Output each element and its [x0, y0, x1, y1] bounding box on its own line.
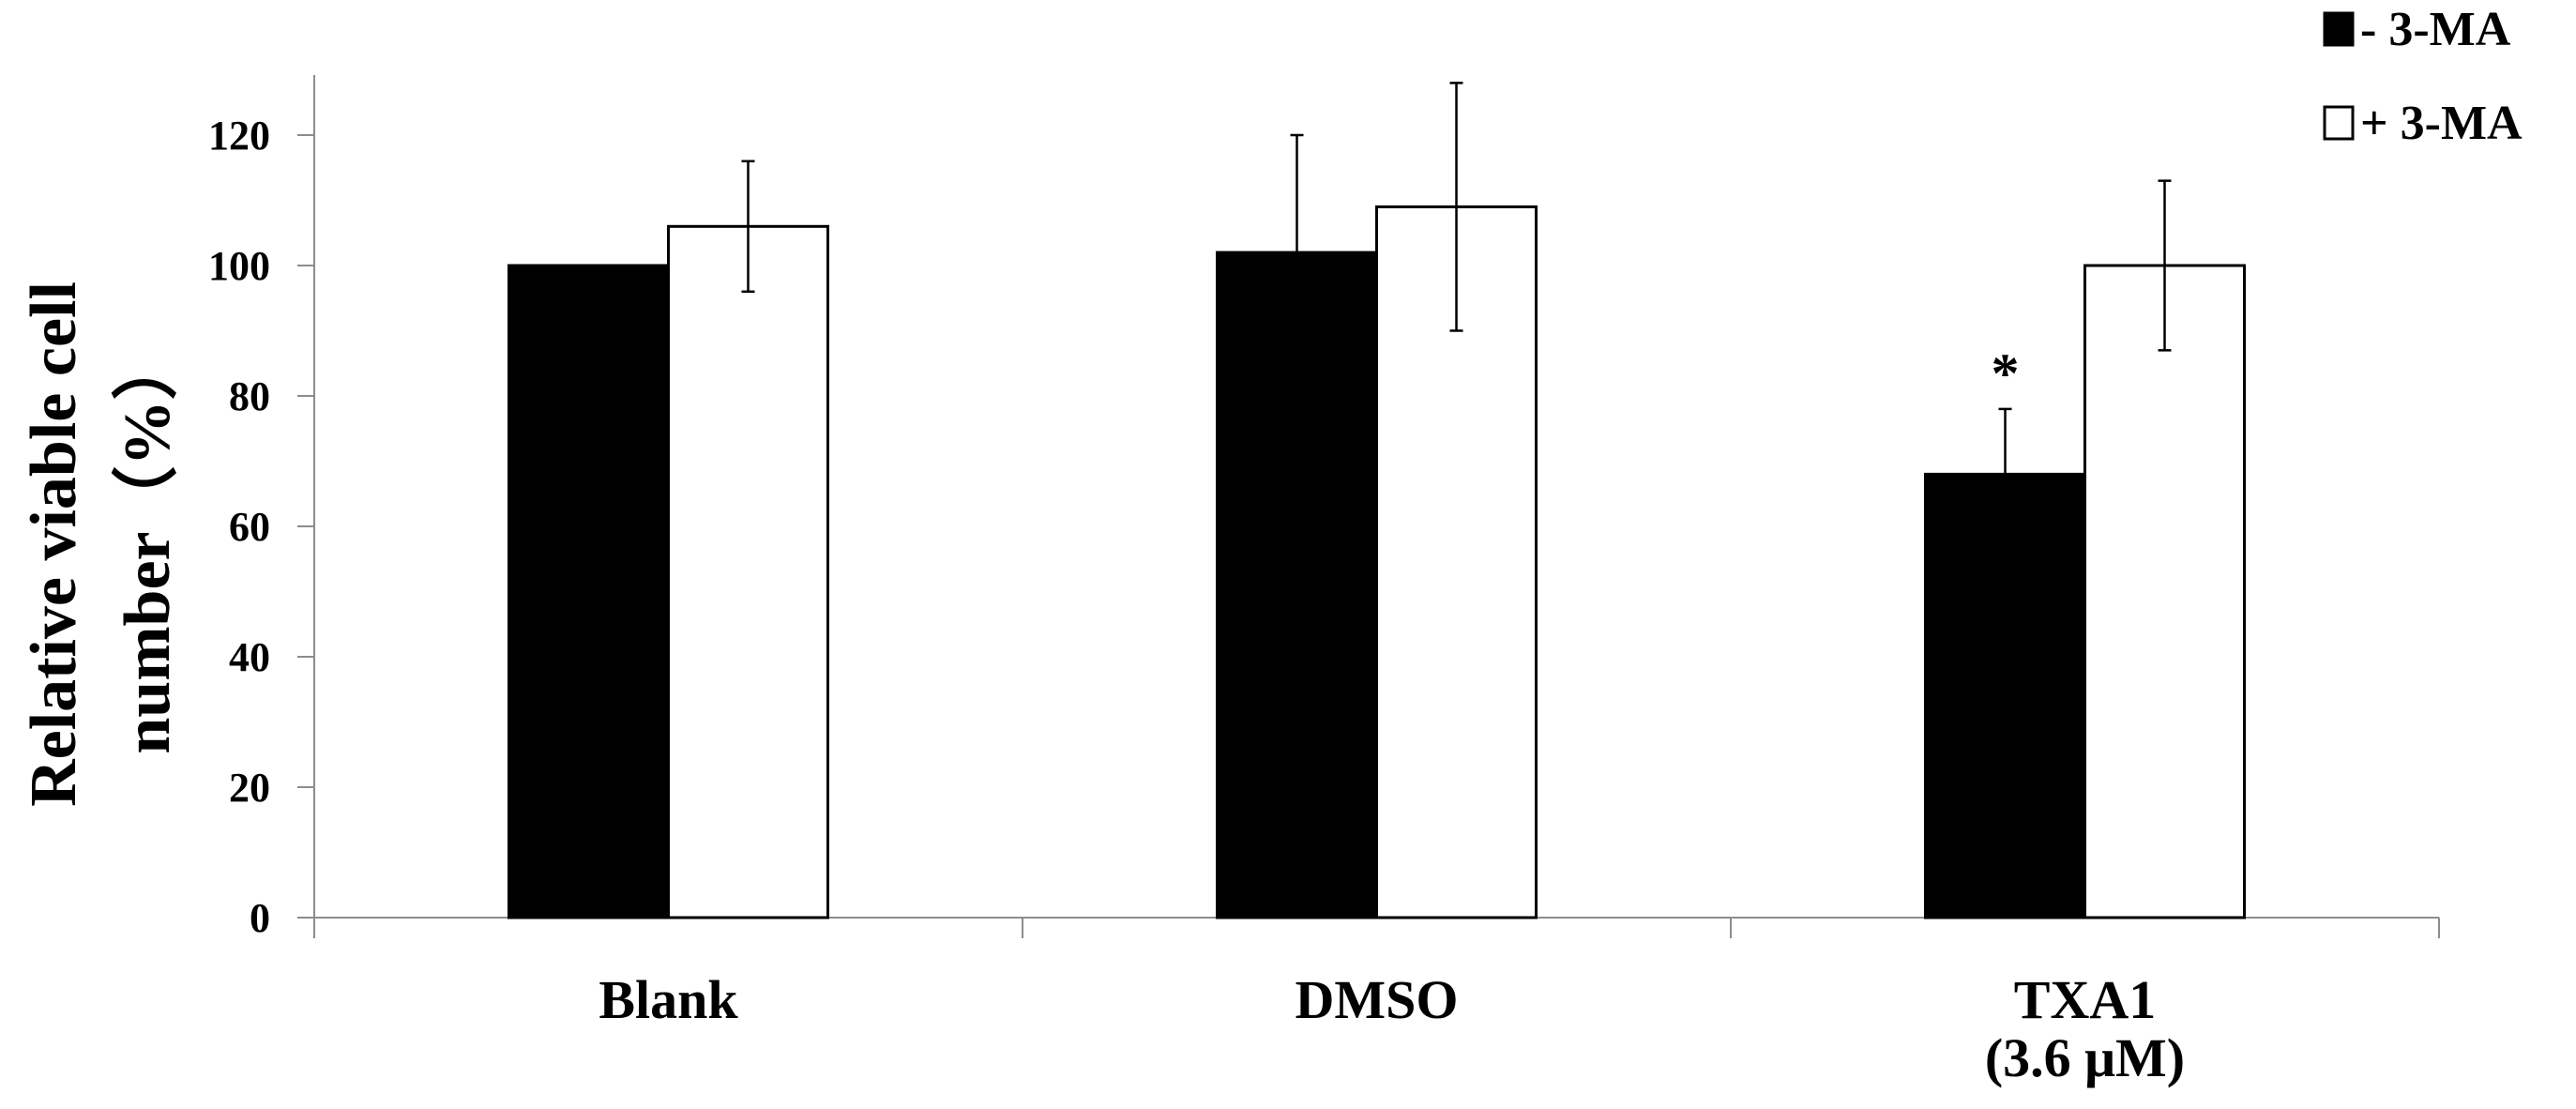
category-label: (3.6 μM) [1985, 1027, 2185, 1088]
y-tick-label: 20 [229, 765, 270, 811]
y-axis-label: Relative viable cell number（%） [18, 281, 184, 807]
y-ticks: 0 20 40 60 80 100 120 [208, 113, 314, 941]
category-label: Blank [599, 969, 738, 1030]
annotations: * [1992, 342, 2020, 404]
legend-label: - 3-MA [2360, 3, 2511, 56]
y-tick-label: 120 [208, 113, 270, 159]
bars [508, 205, 2246, 919]
y-tick-label: 80 [229, 373, 270, 419]
legend-swatch [2323, 105, 2355, 141]
error-bars [741, 82, 2172, 541]
legend: - 3-MA + 3-MA [2323, 3, 2523, 150]
y-tick-label: 100 [208, 243, 270, 289]
legend-swatch [2323, 11, 2355, 47]
y-tick-label: 40 [229, 634, 270, 680]
bar [2084, 264, 2246, 919]
category-label: DMSO [1296, 969, 1459, 1030]
y-axis-label-line: Relative viable cell [18, 281, 90, 807]
y-axis-label-line: number（%） [111, 334, 184, 753]
bar [508, 264, 670, 919]
bar [667, 224, 829, 919]
significance-marker: * [1992, 342, 2020, 404]
category-labels: Blank DMSO TXA1(3.6 μM) [599, 969, 2185, 1088]
category-label: TXA1 [2014, 969, 2156, 1030]
y-tick-label: 60 [229, 504, 270, 550]
y-tick-label: 0 [250, 895, 270, 941]
legend-label: + 3-MA [2360, 97, 2523, 150]
bar [1924, 472, 2086, 919]
